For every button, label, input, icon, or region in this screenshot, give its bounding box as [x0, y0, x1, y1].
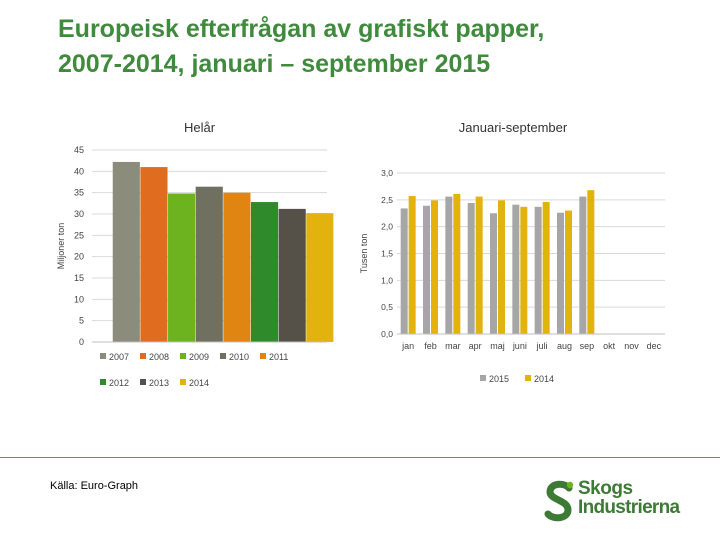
- y-tick-label: 2,0: [381, 222, 393, 232]
- bar-2014-apr: [475, 196, 483, 334]
- bar-2014: [306, 213, 334, 342]
- x-tick-label: apr: [469, 341, 482, 351]
- legend-swatch-2015: [480, 375, 486, 381]
- x-tick-label: okt: [603, 341, 616, 351]
- slide-title-line1: Europeisk efterfrågan av grafiskt papper…: [58, 15, 545, 43]
- y-axis-label: Miljoner ton: [56, 223, 66, 270]
- legend-label-2007: 2007: [109, 352, 129, 362]
- legend-swatch-2011: [260, 353, 266, 359]
- logo-s-icon: [544, 480, 574, 522]
- y-tick-label: 40: [74, 166, 84, 176]
- y-tick-label: 0: [79, 337, 84, 347]
- legend-label-2014: 2014: [189, 378, 209, 388]
- bar-2015-sep: [579, 196, 587, 334]
- y-tick-label: 3,0: [381, 168, 393, 178]
- bar-2013: [278, 208, 306, 342]
- bar-2007: [112, 161, 140, 342]
- legend-swatch-2010: [220, 353, 226, 359]
- x-tick-label: juni: [512, 341, 527, 351]
- bar-2014-jan: [408, 196, 416, 334]
- x-tick-label: sep: [580, 341, 595, 351]
- legend-label-2015: 2015: [489, 374, 509, 384]
- y-tick-label: 25: [74, 230, 84, 240]
- x-tick-label: mar: [445, 341, 461, 351]
- bar-2014-aug: [565, 210, 572, 334]
- legend-label-2010: 2010: [229, 352, 249, 362]
- legend-label-2013: 2013: [149, 378, 169, 388]
- bar-2014-mar: [453, 193, 461, 334]
- legend-swatch-2013: [140, 379, 146, 385]
- bar-2015-maj: [490, 213, 497, 334]
- legend-swatch-2012: [100, 379, 106, 385]
- legend-label-2014: 2014: [534, 374, 554, 384]
- x-tick-label: aug: [557, 341, 572, 351]
- y-tick-label: 20: [74, 252, 84, 262]
- y-tick-label: 35: [74, 188, 84, 198]
- monthly-demand-chart: Januari-september 0,0 0,5 1,0 1,5 2,0 2,5 3,0 Tu…: [359, 120, 665, 384]
- logo-line2: Industrierna: [578, 497, 680, 518]
- logo-line1: Skogs: [578, 478, 633, 499]
- bar-2009: [168, 193, 196, 342]
- chart-title: Helår: [184, 120, 216, 135]
- legend-label-2011: 2011: [269, 352, 288, 362]
- legend-swatch-2014: [180, 379, 186, 385]
- slide-title-line2: 2007-2014, januari – september 2015: [58, 50, 491, 78]
- x-tick-label: juli: [536, 341, 548, 351]
- legend-swatch-2014: [525, 375, 531, 381]
- chart-title: Januari-september: [459, 120, 568, 135]
- source-note: Källa: Euro-Graph: [50, 480, 139, 492]
- y-tick-label: 0,0: [381, 329, 393, 339]
- legend-label-2009: 2009: [189, 352, 209, 362]
- y-tick-label: 0,5: [381, 302, 393, 312]
- bar-2014-feb: [431, 200, 438, 334]
- y-tick-label: 1,0: [381, 275, 393, 285]
- bar-2015-feb: [423, 205, 430, 334]
- legend-swatch-2007: [100, 353, 106, 359]
- bar-2014-juli: [542, 201, 550, 334]
- footer-divider: [0, 457, 720, 458]
- y-tick-label: 15: [74, 273, 84, 283]
- y-axis-label: Tusen ton: [359, 234, 369, 274]
- legend-swatch-2008: [140, 353, 146, 359]
- y-tick-label: 30: [74, 209, 84, 219]
- bar-2015-jan: [400, 208, 408, 334]
- y-tick-label: 45: [74, 145, 84, 155]
- y-tick-label: 5: [79, 316, 84, 326]
- bar-2011: [223, 192, 251, 342]
- legend-label-2012: 2012: [109, 378, 129, 388]
- x-tick-label: nov: [624, 341, 639, 351]
- y-tick-label: 1,5: [381, 249, 393, 259]
- x-tick-label: feb: [424, 341, 437, 351]
- bar-2015-aug: [557, 212, 564, 334]
- bar-2015-mar: [445, 196, 453, 334]
- x-tick-label: jan: [401, 341, 414, 351]
- y-tick-label: 10: [74, 294, 84, 304]
- bar-2008: [140, 167, 168, 342]
- logo-wordmark: Skogs Industrierna: [578, 478, 680, 518]
- legend-label-2008: 2008: [149, 352, 169, 362]
- y-tick-label: 2,5: [381, 195, 393, 205]
- slide-title: Europeisk efterfrågan av grafiskt papper…: [58, 12, 698, 82]
- bar-2012: [250, 202, 279, 342]
- bar-2014-juni: [520, 206, 528, 334]
- legend-swatch-2009: [180, 353, 186, 359]
- x-tick-label: dec: [647, 341, 662, 351]
- bar-2014-sep: [587, 190, 595, 334]
- bar-2014-maj: [498, 200, 505, 334]
- x-tick-label: maj: [490, 341, 505, 351]
- bar-2015-juni: [512, 204, 520, 334]
- skogsindustrierna-logo: Skogs Industrierna: [542, 477, 702, 523]
- bar-2015-juli: [534, 206, 542, 334]
- annual-demand-chart: Helår 0 5 10 15 20 25 30 35 40 45 Miljoner ton 2007 2…: [56, 120, 334, 388]
- bar-2010: [195, 186, 223, 342]
- bar-2015-apr: [467, 203, 475, 334]
